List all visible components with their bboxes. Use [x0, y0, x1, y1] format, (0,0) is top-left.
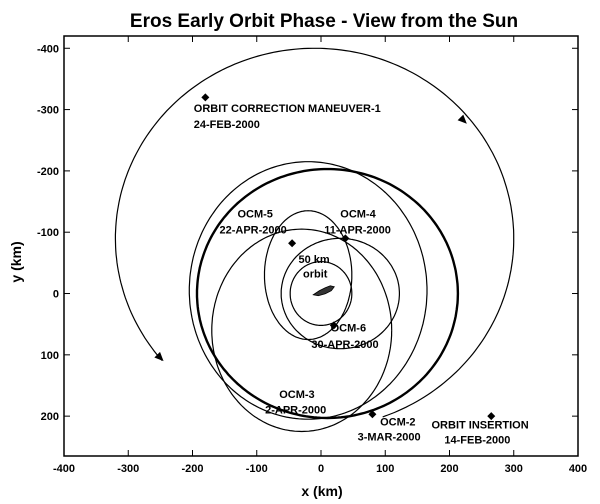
chart-title: Eros Early Orbit Phase - View from the S… [130, 11, 518, 32]
eros-asteroid-icon [312, 285, 335, 297]
annotation-label: ORBIT INSERTION [432, 419, 529, 431]
maneuver-marker [288, 239, 297, 248]
y-tick-label: 200 [41, 411, 59, 423]
y-tick-label: -300 [37, 105, 59, 117]
annotation-label: 14-FEB-2000 [444, 435, 510, 447]
annotation-label: 2-APR-2000 [265, 405, 326, 417]
orbit-path-4 [211, 228, 393, 433]
annotation-label: OCM-5 [237, 208, 272, 220]
orbit-path-6 [280, 237, 400, 350]
y-tick-label: -100 [37, 227, 59, 239]
x-tick-label: -200 [181, 463, 203, 475]
orbit-path-5 [263, 210, 353, 341]
axis-ticks: -400 -300 -200 -100 0 100 200 300 400 -400 -300 -20… [37, 36, 587, 475]
annotation-label: orbit [303, 269, 328, 281]
x-tick-label: -300 [117, 463, 139, 475]
y-tick-label: -200 [37, 166, 59, 178]
orbit-path-3 [188, 161, 428, 420]
x-tick-label: 0 [318, 463, 324, 475]
annotation-label: 50 km [299, 254, 330, 266]
x-tick-label: 100 [376, 463, 394, 475]
direction-arrow-icon [457, 114, 467, 124]
y-tick-label: 100 [41, 350, 59, 362]
x-tick-label: 300 [505, 463, 523, 475]
x-tick-label: 200 [440, 463, 458, 475]
x-axis-label: x (km) [301, 483, 342, 499]
x-tick-label: -100 [246, 463, 268, 475]
annotation-label: 11-APR-2000 [324, 224, 391, 236]
maneuver-marker [329, 321, 338, 330]
orbit-path-7 [289, 261, 353, 326]
annotation-label: OCM-2 [380, 416, 415, 428]
y-tick-label: -400 [37, 43, 59, 55]
maneuver-marker [341, 234, 350, 243]
annotation-label: 22-APR-2000 [219, 224, 286, 236]
annotation-label: OCM-4 [340, 208, 376, 220]
plot-area: ORBIT CORRECTION MANEUVER-1 24-FEB-2000 OC… [63, 35, 579, 457]
x-tick-label: 400 [569, 463, 587, 475]
orbit-path-2 [195, 167, 460, 420]
maneuver-marker [487, 412, 496, 421]
maneuver-marker [201, 93, 210, 102]
direction-arrow-icon [154, 351, 164, 362]
orbit-path-1 [114, 47, 515, 418]
annotation-label: ORBIT CORRECTION MANEUVER-1 [194, 103, 381, 115]
annotation-label: OCM-6 [331, 323, 366, 335]
maneuver-marker [368, 410, 377, 419]
plot-frame [63, 35, 579, 457]
annotation-label: 30-APR-2000 [311, 339, 378, 351]
annotation-label: 24-FEB-2000 [194, 119, 260, 131]
y-axis-label: y (km) [8, 241, 24, 282]
y-tick-label: 0 [53, 289, 59, 301]
annotation-label: 3-MAR-2000 [358, 432, 421, 444]
x-tick-label: -400 [53, 463, 75, 475]
annotation-label: OCM-3 [279, 389, 314, 401]
